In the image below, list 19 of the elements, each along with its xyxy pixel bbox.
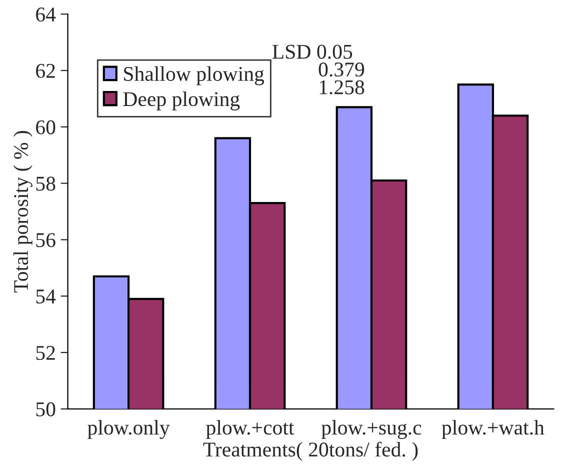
- x-tick-label: plow.+sug.c: [321, 420, 422, 439]
- legend-label: Deep plowing: [123, 92, 240, 110]
- y-tick-label: 62: [36, 64, 55, 78]
- annotation: 0.379: [318, 62, 364, 77]
- y-tick-label: 52: [36, 346, 55, 360]
- y-tick-label: 54: [36, 290, 56, 304]
- x-axis-title: Treatments( 20tons/ fed. ): [203, 442, 418, 461]
- x-tick-label: plow.+wat.h: [442, 420, 544, 439]
- y-tick-label: 60: [36, 120, 56, 134]
- legend-label: Shallow plowing: [124, 66, 264, 86]
- y-tick-label: 56: [36, 233, 56, 248]
- x-tick-label: plow.+cott: [206, 420, 294, 439]
- y-tick-label: 50: [36, 402, 56, 416]
- y-axis-title: Total porosity ( % ): [13, 130, 32, 293]
- annotation: 1.258: [320, 80, 364, 94]
- annotation: LSD 0.05: [272, 44, 352, 59]
- y-tick-label: 58: [36, 176, 56, 191]
- x-tick-label: plow.only: [88, 420, 170, 439]
- y-tick-label: 64: [36, 8, 56, 22]
